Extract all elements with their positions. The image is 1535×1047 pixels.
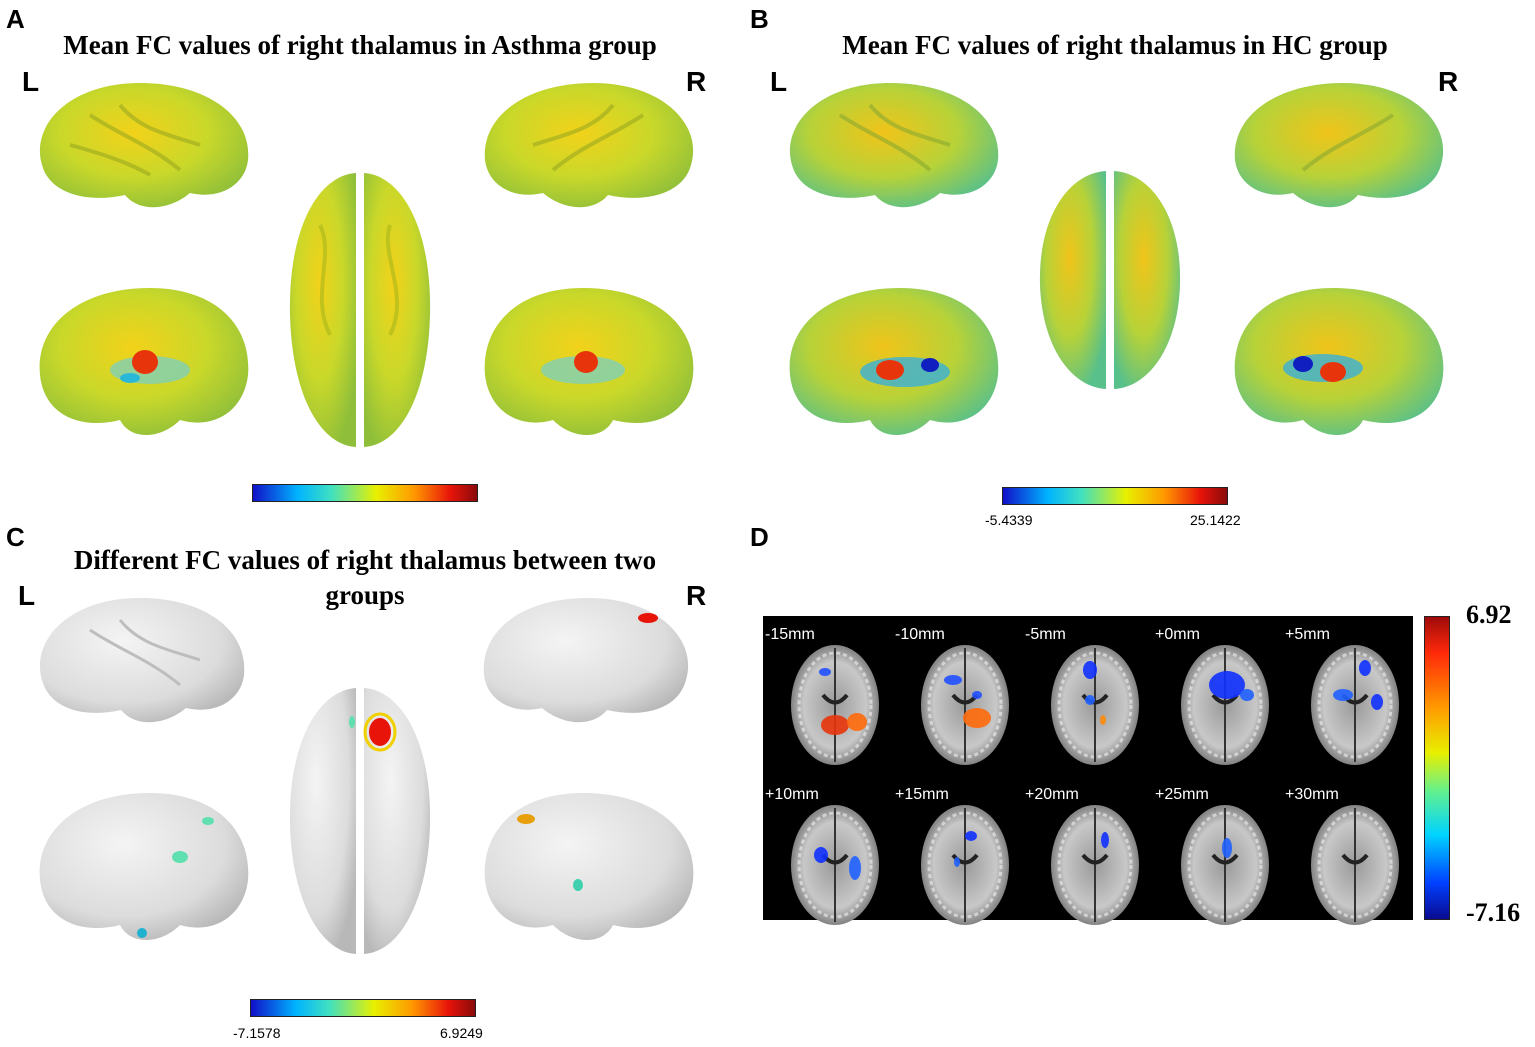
colorbar-c-max: 6.9249 — [440, 1025, 483, 1041]
brain-right-lateral-a — [484, 83, 694, 208]
axial-slice — [1305, 800, 1405, 935]
axial-slice — [785, 800, 885, 935]
panel-b-title: Mean FC values of right thalamus in HC g… — [842, 30, 1388, 60]
panel-b-left-label: L — [770, 66, 788, 97]
slice-label: +0mm — [1155, 626, 1200, 643]
slice-label: -10mm — [895, 626, 945, 643]
slice-label: -15mm — [765, 626, 815, 643]
slice-label: +25mm — [1155, 786, 1209, 803]
colorbar-b — [1002, 487, 1228, 505]
colorbar-d-min: -7.16 — [1466, 898, 1521, 927]
panel-c-right-label: R — [686, 580, 707, 611]
colorbar-a — [252, 484, 478, 502]
brain-dorsal-c — [289, 688, 431, 954]
axial-slice — [1175, 800, 1275, 935]
panel-a-left-label: L — [22, 66, 40, 97]
colorbar-d — [1424, 616, 1450, 920]
axial-slice — [785, 640, 885, 775]
brain-right-lateral-c — [483, 598, 689, 723]
panel-c-title-line1: Different FC values of right thalamus be… — [73, 545, 657, 575]
panel-c-left-label: L — [18, 580, 36, 611]
brain-dorsal-a — [289, 173, 431, 447]
axial-slice — [1175, 640, 1275, 775]
colorbar-b-min: -5.4339 — [985, 512, 1033, 528]
axial-slice — [915, 640, 1015, 775]
brain-right-medial-c — [484, 793, 694, 940]
panel-label-a: A — [6, 4, 25, 34]
panel-a-title: Mean FC values of right thalamus in Asth… — [63, 30, 657, 60]
brain-left-lateral-b — [789, 83, 999, 208]
slice-label: -5mm — [1025, 626, 1066, 643]
colorbar-b-max: 25.1422 — [1190, 512, 1241, 528]
slice-label: +10mm — [765, 786, 819, 803]
axial-slice — [1045, 800, 1145, 935]
panel-label-d: D — [750, 522, 769, 552]
axial-slice — [1045, 640, 1145, 775]
slice-label: +20mm — [1025, 786, 1079, 803]
panel-label-b: B — [750, 4, 769, 34]
brain-right-lateral-b — [1234, 83, 1444, 208]
colorbar-c-min: -7.1578 — [233, 1025, 281, 1041]
brain-left-medial-a — [39, 288, 249, 435]
brain-left-medial-c — [39, 793, 249, 940]
brain-dorsal-b — [1039, 171, 1181, 389]
axial-slices-panel: -15mm -10mm -5mm +0mm +5mm +10mm +15mm +20mm +25… — [763, 616, 1413, 925]
slice-label: +5mm — [1285, 626, 1330, 643]
colorbar-d-max: 6.92 — [1466, 600, 1512, 629]
panel-b-right-label: R — [1438, 66, 1459, 97]
slice-label: +15mm — [895, 786, 949, 803]
brain-right-medial-b — [1234, 288, 1444, 435]
panel-a-right-label: R — [686, 66, 707, 97]
slice-label: +30mm — [1285, 786, 1339, 803]
brain-left-medial-b — [789, 288, 999, 435]
brain-right-medial-a — [484, 288, 694, 435]
brain-left-lateral-c — [39, 598, 245, 723]
brain-left-lateral-a — [39, 83, 249, 208]
colorbar-c — [250, 999, 476, 1017]
panel-c-title-line2: groups — [325, 580, 405, 610]
panel-label-c: C — [6, 522, 25, 552]
axial-slice — [915, 800, 1015, 935]
axial-slice — [1305, 640, 1405, 775]
